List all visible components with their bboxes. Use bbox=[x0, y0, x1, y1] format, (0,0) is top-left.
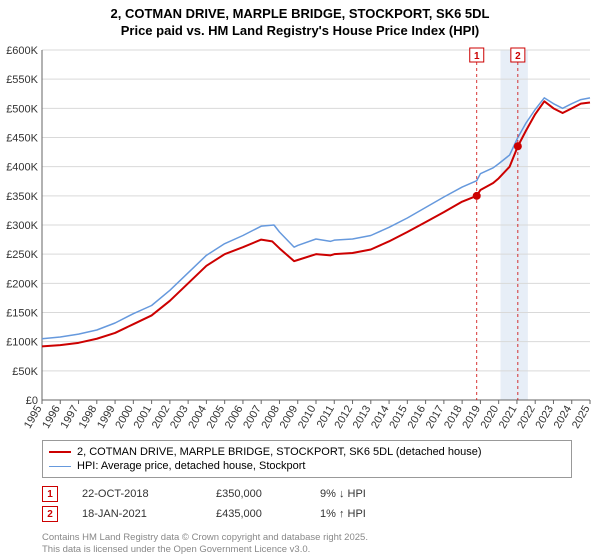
sale-row: 2 18-JAN-2021 £435,000 1% ↑ HPI bbox=[42, 504, 400, 524]
svg-text:£450K: £450K bbox=[6, 133, 38, 145]
chart-area: £0£50K£100K£150K£200K£250K£300K£350K£400… bbox=[0, 44, 600, 434]
legend-item: HPI: Average price, detached house, Stoc… bbox=[49, 459, 565, 473]
title-line1: 2, COTMAN DRIVE, MARPLE BRIDGE, STOCKPOR… bbox=[0, 6, 600, 23]
svg-text:£100K: £100K bbox=[6, 337, 38, 349]
sale-date: 22-OCT-2018 bbox=[82, 488, 192, 500]
svg-text:£350K: £350K bbox=[6, 191, 38, 203]
svg-text:2: 2 bbox=[515, 51, 521, 62]
svg-text:2009: 2009 bbox=[278, 404, 301, 431]
svg-text:1995: 1995 bbox=[22, 404, 45, 431]
svg-text:1: 1 bbox=[474, 51, 480, 62]
svg-text:2006: 2006 bbox=[223, 404, 246, 431]
svg-text:2018: 2018 bbox=[442, 404, 465, 431]
chart-title: 2, COTMAN DRIVE, MARPLE BRIDGE, STOCKPOR… bbox=[0, 0, 600, 40]
svg-text:2019: 2019 bbox=[460, 404, 483, 431]
svg-text:2025: 2025 bbox=[570, 404, 593, 431]
legend: 2, COTMAN DRIVE, MARPLE BRIDGE, STOCKPOR… bbox=[42, 440, 572, 478]
svg-text:£200K: £200K bbox=[6, 278, 38, 290]
svg-text:2024: 2024 bbox=[552, 404, 575, 431]
svg-text:£150K: £150K bbox=[6, 308, 38, 320]
svg-text:2020: 2020 bbox=[479, 403, 502, 430]
svg-text:2015: 2015 bbox=[387, 404, 410, 431]
svg-text:£250K: £250K bbox=[6, 249, 38, 261]
svg-text:2013: 2013 bbox=[351, 404, 374, 431]
svg-text:2008: 2008 bbox=[259, 404, 282, 431]
title-line2: Price paid vs. HM Land Registry's House … bbox=[0, 23, 600, 40]
svg-text:2014: 2014 bbox=[369, 404, 392, 431]
svg-text:2005: 2005 bbox=[205, 404, 228, 431]
chart-svg: £0£50K£100K£150K£200K£250K£300K£350K£400… bbox=[0, 44, 600, 434]
svg-text:1997: 1997 bbox=[58, 404, 81, 431]
sale-date: 18-JAN-2021 bbox=[82, 508, 192, 520]
svg-text:1999: 1999 bbox=[95, 404, 118, 431]
svg-text:2023: 2023 bbox=[533, 404, 556, 431]
svg-text:2016: 2016 bbox=[406, 404, 429, 431]
legend-swatch bbox=[49, 466, 71, 467]
svg-text:£500K: £500K bbox=[6, 103, 38, 115]
svg-text:2001: 2001 bbox=[132, 404, 155, 431]
svg-text:1998: 1998 bbox=[77, 404, 100, 431]
svg-text:2003: 2003 bbox=[168, 404, 191, 431]
sale-marker-icon: 2 bbox=[42, 506, 58, 522]
sale-row: 1 22-OCT-2018 £350,000 9% ↓ HPI bbox=[42, 484, 400, 504]
svg-text:2000: 2000 bbox=[113, 404, 136, 431]
legend-label: 2, COTMAN DRIVE, MARPLE BRIDGE, STOCKPOR… bbox=[77, 446, 482, 458]
legend-swatch bbox=[49, 451, 71, 453]
svg-text:2002: 2002 bbox=[150, 404, 173, 431]
sales-table: 1 22-OCT-2018 £350,000 9% ↓ HPI 2 18-JAN… bbox=[42, 484, 400, 524]
legend-label: HPI: Average price, detached house, Stoc… bbox=[77, 460, 306, 472]
chart-container: 2, COTMAN DRIVE, MARPLE BRIDGE, STOCKPOR… bbox=[0, 0, 600, 560]
svg-text:£50K: £50K bbox=[12, 366, 38, 378]
svg-text:1996: 1996 bbox=[40, 404, 63, 431]
svg-text:2010: 2010 bbox=[296, 404, 319, 431]
footer-line: Contains HM Land Registry data © Crown c… bbox=[42, 532, 368, 544]
footer-line: This data is licensed under the Open Gov… bbox=[42, 544, 368, 556]
sale-price: £435,000 bbox=[216, 508, 296, 520]
svg-text:£600K: £600K bbox=[6, 45, 38, 57]
svg-text:2012: 2012 bbox=[332, 404, 355, 431]
svg-text:2007: 2007 bbox=[241, 404, 264, 431]
svg-text:2022: 2022 bbox=[515, 404, 538, 431]
sale-price: £350,000 bbox=[216, 488, 296, 500]
svg-text:£400K: £400K bbox=[6, 162, 38, 174]
svg-text:2021: 2021 bbox=[497, 404, 520, 431]
sale-marker-icon: 1 bbox=[42, 486, 58, 502]
footer-attribution: Contains HM Land Registry data © Crown c… bbox=[42, 532, 368, 556]
svg-text:2017: 2017 bbox=[424, 404, 447, 431]
svg-text:£300K: £300K bbox=[6, 220, 38, 232]
sale-delta: 1% ↑ HPI bbox=[320, 508, 400, 520]
sale-delta: 9% ↓ HPI bbox=[320, 488, 400, 500]
svg-text:2004: 2004 bbox=[186, 404, 209, 431]
svg-text:£550K: £550K bbox=[6, 74, 38, 86]
legend-item: 2, COTMAN DRIVE, MARPLE BRIDGE, STOCKPOR… bbox=[49, 445, 565, 459]
